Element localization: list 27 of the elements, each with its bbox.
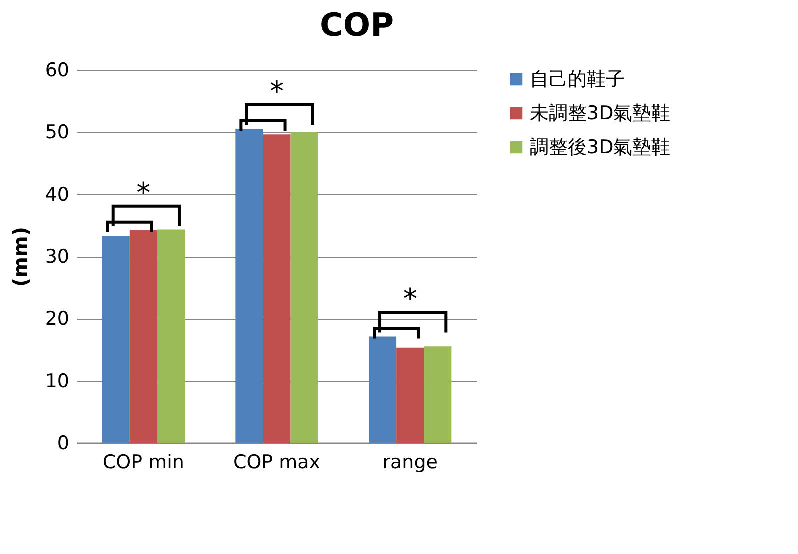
y-axis-title: (mm) (8, 227, 32, 287)
bar (424, 346, 452, 443)
bar (157, 230, 185, 443)
bar (396, 348, 424, 443)
bar (263, 134, 291, 443)
y-tick-label: 40 (45, 184, 70, 206)
x-tick-label: range (382, 452, 438, 474)
annotation: * (403, 282, 418, 316)
legend-label: 自己的鞋子 (530, 68, 625, 90)
y-tick-label: 0 (57, 432, 70, 454)
bar (369, 336, 397, 443)
legend-label: 未調整3D氣墊鞋 (530, 102, 671, 124)
bar (236, 129, 264, 443)
annotation: * (136, 176, 151, 210)
bar (290, 132, 318, 443)
y-tick-label: 30 (45, 246, 70, 268)
legend-label: 調整後3D氣墊鞋 (530, 136, 671, 158)
bar (130, 230, 158, 443)
y-tick-label: 60 (45, 60, 70, 82)
y-tick-label: 10 (45, 370, 70, 392)
x-tick-label: COP max (233, 452, 321, 474)
annotation: * (270, 75, 284, 108)
bar (102, 236, 130, 443)
y-tick-label: 20 (45, 308, 70, 330)
y-tick-label: 50 (45, 122, 70, 144)
chart-title: COP (320, 6, 394, 44)
x-tick-label: COP min (102, 452, 184, 474)
